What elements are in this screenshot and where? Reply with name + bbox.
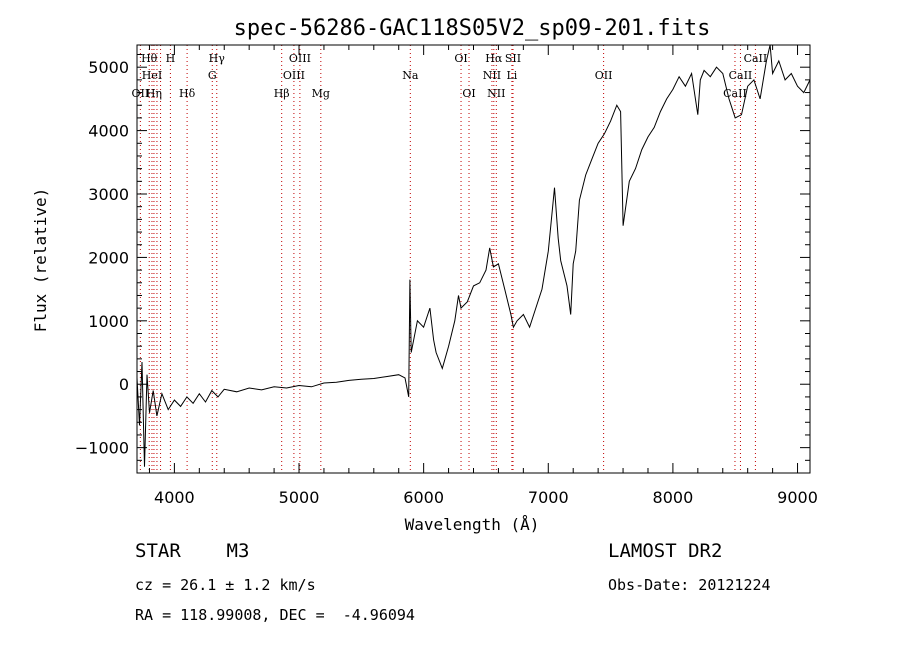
coordinates: RA = 118.99008, DEC = -4.96094 — [135, 606, 415, 624]
spectrum-series-line — [136, 44, 811, 467]
y-tick-label: 4000 — [88, 122, 129, 141]
x-tick-label: 6000 — [403, 488, 444, 507]
spectral-line-label: G — [208, 69, 217, 82]
y-tick-label: 1000 — [88, 312, 129, 331]
y-tick-label: 0 — [119, 375, 129, 394]
spectral-line-label: Hα — [485, 52, 503, 65]
y-tick-label: 2000 — [88, 248, 129, 267]
spectral-line-markers — [139, 45, 756, 473]
redshift-info: cz = 26.1 ± 1.2 km/s — [135, 576, 316, 594]
x-tick-label: 7000 — [528, 488, 569, 507]
spectral-line-label: Hγ — [209, 52, 226, 65]
chart-title: spec-56286-GAC118S05V2_sp09-201.fits — [234, 16, 711, 41]
obs-date: Obs-Date: 20121224 — [608, 576, 771, 594]
spectral-line-label: OI — [462, 87, 475, 100]
spectral-line-label: Na — [402, 69, 419, 82]
x-tick-label: 9000 — [777, 488, 818, 507]
spectral-line-label: CaII — [729, 69, 753, 82]
spectral-line-label: OII — [132, 87, 150, 100]
spectral-line-label: Hδ — [179, 87, 196, 100]
spectral-line-label: SII — [505, 52, 521, 65]
spectral-line-label: HeI — [142, 69, 162, 82]
survey-name: LAMOST DR2 — [608, 540, 723, 562]
y-axis-label: Flux (relative) — [31, 188, 50, 333]
spectral-line-label: NII — [483, 69, 501, 82]
x-axis-label: Wavelength (Å) — [405, 515, 540, 534]
spectral-line-label: OII — [595, 69, 613, 82]
spectral-line-label: Hβ — [274, 87, 290, 100]
spectral-line-label: Mg — [312, 87, 330, 100]
x-tick-label: 5000 — [279, 488, 320, 507]
x-axis: 4000 5000 6000 7000 8000 9000 — [148, 45, 818, 507]
spectral-line-label: OIII — [289, 52, 311, 65]
y-tick-label: −1000 — [75, 439, 129, 458]
spectral-line-label: Hθ — [141, 52, 158, 65]
spectral-line-label: OI — [454, 52, 467, 65]
spectral-line-label: OIII — [283, 69, 305, 82]
y-tick-label: 5000 — [88, 58, 129, 77]
spectral-line-label: Hη — [146, 87, 162, 100]
object-class: STAR M3 — [135, 540, 250, 562]
x-tick-label: 8000 — [653, 488, 694, 507]
spectral-line-labels: HθHeIHηOIIHHδGHγHβOIIIOIIIMgNaOIOINIIHαN… — [132, 52, 768, 100]
spectral-line-label: Li — [506, 69, 517, 82]
y-axis: −1000 0 1000 2000 3000 4000 5000 — [75, 54, 810, 474]
spectral-line-label: NII — [487, 87, 505, 100]
plot-frame — [136, 44, 811, 474]
y-tick-label: 3000 — [88, 185, 129, 204]
x-tick-label: 4000 — [154, 488, 195, 507]
spectral-line-label: CaII — [744, 52, 768, 65]
spectral-line-label: H — [166, 52, 176, 65]
spectral-line-label: CaII — [723, 87, 747, 100]
